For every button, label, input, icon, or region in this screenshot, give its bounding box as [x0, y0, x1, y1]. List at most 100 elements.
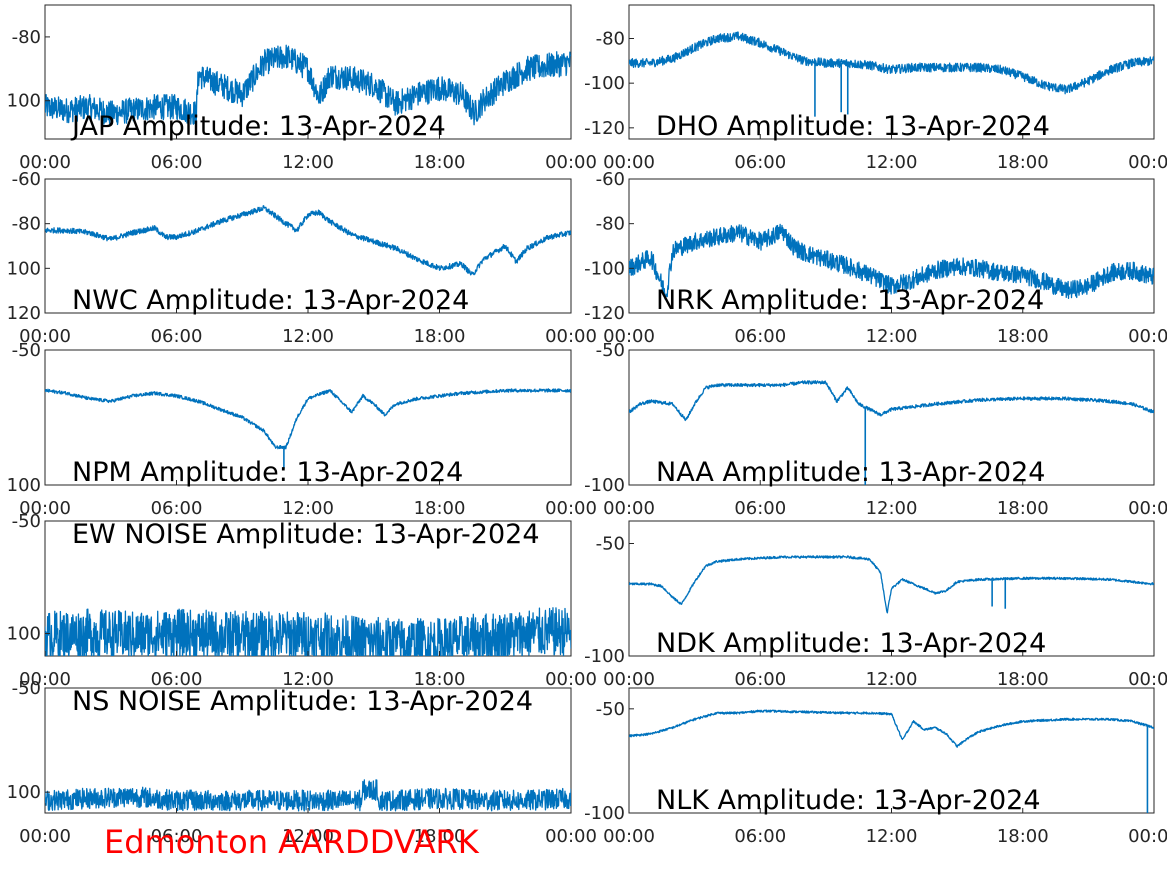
- x-tick-label: 06:00: [151, 498, 203, 519]
- x-tick-label: 06:00: [151, 152, 203, 173]
- axes-frame: [44, 349, 572, 486]
- y-tick-label: -100: [584, 803, 625, 824]
- x-tick-label: 18:00: [414, 669, 466, 690]
- panel-title: NPM Amplitude: 13-Apr-2024: [72, 457, 463, 488]
- x-tick-label: 00:00: [19, 498, 71, 519]
- y-tick-label: 100: [7, 91, 41, 112]
- x-tick-label: 12:00: [866, 498, 918, 519]
- x-tick-label: 00:00: [19, 826, 71, 847]
- y-tick-label: -100: [584, 73, 625, 94]
- x-tick-label: 00:00: [545, 669, 597, 690]
- y-tick-label: 100: [7, 624, 41, 645]
- amplitude-series-line: [629, 223, 1154, 300]
- x-tick-label: 00:00: [1128, 152, 1167, 173]
- y-tick-label: -50: [596, 699, 625, 720]
- x-tick-label: 18:00: [414, 326, 466, 347]
- x-tick-label: 12:00: [282, 152, 334, 173]
- x-tick-label: 00:00: [1128, 669, 1167, 690]
- panel-title: NAA Amplitude: 13-Apr-2024: [656, 457, 1045, 488]
- panel-1: -80-100-12000:0006:0012:0018:0000:00DHO …: [584, 4, 1167, 173]
- x-tick-label: 18:00: [414, 826, 466, 847]
- amplitude-series-line: [45, 388, 571, 450]
- x-tick-label: 06:00: [734, 498, 786, 519]
- x-tick-label: 12:00: [866, 152, 918, 173]
- x-tick-label: 00:00: [603, 669, 655, 690]
- amplitude-series-line: [45, 607, 571, 656]
- x-tick-label: 18:00: [997, 326, 1049, 347]
- x-tick-label: 00:00: [19, 326, 71, 347]
- y-tick-label: -80: [12, 214, 41, 235]
- amplitude-series-line: [45, 779, 571, 812]
- x-tick-label: 06:00: [151, 326, 203, 347]
- x-tick-label: 00:00: [603, 826, 655, 847]
- panel-title: NRK Amplitude: 13-Apr-2024: [656, 285, 1044, 316]
- y-tick-label: -60: [596, 169, 625, 190]
- x-tick-label: 12:00: [282, 826, 334, 847]
- panel-title: NLK Amplitude: 13-Apr-2024: [656, 785, 1041, 816]
- y-tick-label: 100: [7, 258, 41, 279]
- panel-title: EW NOISE Amplitude: 13-Apr-2024: [72, 519, 540, 550]
- x-tick-label: 00:00: [603, 326, 655, 347]
- y-tick-label: -50: [596, 340, 625, 361]
- axes-frame: [44, 178, 572, 314]
- panel-title: NWC Amplitude: 13-Apr-2024: [72, 285, 469, 316]
- y-tick-label: -50: [596, 534, 625, 555]
- amplitude-series-line: [629, 380, 1154, 422]
- y-tick-label: -120: [584, 118, 625, 139]
- x-tick-label: 06:00: [734, 152, 786, 173]
- x-tick-label: 06:00: [734, 669, 786, 690]
- y-tick-label: -80: [596, 214, 625, 235]
- panel-3: -60-80-100-12000:0006:0012:0018:0000:00N…: [584, 169, 1167, 347]
- x-tick-label: 18:00: [997, 669, 1049, 690]
- x-tick-label: 18:00: [997, 826, 1049, 847]
- x-tick-label: 00:00: [545, 498, 597, 519]
- panel-title: JAP Amplitude: 13-Apr-2024: [70, 111, 446, 142]
- station-footer: Edmonton AARDDVARK: [104, 823, 480, 861]
- x-tick-label: 12:00: [866, 326, 918, 347]
- amplitude-series-line: [629, 31, 1154, 95]
- x-tick-label: 00:00: [603, 498, 655, 519]
- y-tick-label: 120: [7, 303, 41, 324]
- x-tick-label: 12:00: [282, 498, 334, 519]
- y-tick-label: -80: [12, 27, 41, 48]
- y-tick-label: -50: [12, 511, 41, 532]
- y-tick-label: -60: [12, 169, 41, 190]
- panel-6: -50 100 00:00 06:00 12:00 18:00 00:00 EW NOISE …: [7, 511, 597, 690]
- amplitude-series-line: [629, 555, 1154, 614]
- y-tick-label: -100: [584, 646, 625, 667]
- amplitude-series-line: [45, 205, 571, 276]
- x-tick-label: 00:00: [19, 152, 71, 173]
- x-tick-label: 00:00: [1128, 326, 1167, 347]
- x-tick-label: 18:00: [997, 152, 1049, 173]
- y-tick-label: -120: [584, 303, 625, 324]
- x-tick-label: 06:00: [734, 326, 786, 347]
- x-tick-label: 18:00: [414, 498, 466, 519]
- x-tick-label: 00:00: [19, 669, 71, 690]
- x-tick-label: 06:00: [151, 826, 203, 847]
- x-tick-label: 00:00: [1128, 498, 1167, 519]
- y-tick-label: -100: [584, 475, 625, 496]
- x-tick-label: 18:00: [997, 498, 1049, 519]
- panel-title: DHO Amplitude: 13-Apr-2024: [656, 111, 1050, 142]
- y-tick-label: -100: [584, 258, 625, 279]
- y-tick-label: -50: [12, 340, 41, 361]
- x-tick-label: 12:00: [866, 669, 918, 690]
- x-tick-label: 00:00: [545, 152, 597, 173]
- y-tick-label: -80: [596, 29, 625, 50]
- x-tick-label: 06:00: [151, 669, 203, 690]
- axes-frame: [628, 349, 1155, 486]
- panel-0: -80 100 00:00 06:00 12:00 18:00 00:00 JAP Ampli…: [7, 4, 597, 173]
- y-tick-label: 100: [7, 475, 41, 496]
- panel-8: -50 100 00:00 06:00 12:00 18:00 00:00 NS NOISE …: [7, 678, 597, 847]
- panel-title: NS NOISE Amplitude: 13-Apr-2024: [72, 686, 533, 717]
- x-tick-label: 12:00: [282, 326, 334, 347]
- amplitude-series-line: [629, 709, 1154, 748]
- x-tick-label: 00:00: [603, 152, 655, 173]
- x-tick-label: 06:00: [734, 826, 786, 847]
- amplitude-series-line: [45, 44, 571, 126]
